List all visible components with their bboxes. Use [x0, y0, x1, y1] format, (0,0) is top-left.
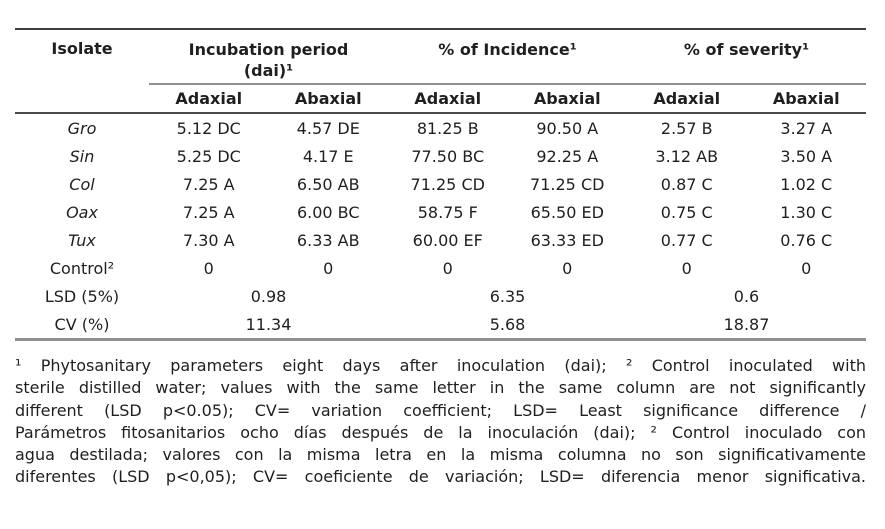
group-header-severity-label: % of severity¹ [683, 40, 810, 59]
cv-label: CV (%) [54, 314, 110, 334]
value-cell: 2.57 B [660, 118, 713, 138]
subheader-severity-abaxial: Abaxial [746, 84, 866, 114]
lsd-severity-value: 0.6 [733, 286, 760, 306]
table-row-tux: Tux 7.30 A 6.33 AB 60.00 EF 63.33 ED 0.7… [15, 226, 866, 254]
value-cell: 71.25 CD [410, 174, 485, 194]
lsd-incidence-value: 6.35 [489, 286, 526, 306]
value-cell: 71.25 CD [530, 174, 605, 194]
isolate-label: Sin [69, 146, 95, 166]
value-cell: 0.75 C [660, 202, 713, 222]
table-row-control: Control² 0 0 0 0 0 0 [15, 254, 866, 282]
value-cell: 0.77 C [660, 230, 713, 250]
subheader-incubation-abaxial: Abaxial [268, 84, 388, 114]
value-cell: 7.25 A [182, 202, 235, 222]
value-cell: 77.50 BC [411, 146, 485, 166]
value-cell: 6.50 AB [296, 174, 360, 194]
group-header-severity: % of severity¹ [627, 29, 866, 85]
value-cell: 92.25 A [536, 146, 599, 166]
value-cell: 0.87 C [660, 174, 713, 194]
cv-severity-value: 18.87 [723, 314, 770, 334]
value-cell: 65.50 ED [530, 202, 604, 222]
table-row-col: Col 7.25 A 6.50 AB 71.25 CD 71.25 CD 0.8… [15, 170, 866, 198]
subheader-incidence-adaxial: Adaxial [388, 84, 508, 114]
table-row-sin: Sin 5.25 DC 4.17 E 77.50 BC 92.25 A 3.12… [15, 142, 866, 170]
value-cell: 0 [562, 258, 573, 278]
subheader-row: Adaxial Abaxial Adaxial Abaxial Adaxial … [15, 84, 866, 114]
value-cell: 0.76 C [780, 230, 833, 250]
footnote-line: different (LSD p<0.05); CV= variation co… [15, 400, 866, 420]
value-cell: 7.30 A [182, 230, 235, 250]
table-row-lsd: LSD (5%) 0.98 6.35 0.6 [15, 282, 866, 310]
footnote-line: ¹ Phytosanitary parameters eight days af… [15, 356, 866, 375]
value-cell: 0 [801, 258, 812, 278]
subheader-incubation-adaxial: Adaxial [149, 84, 269, 114]
group-header-incubation-period: Incubation period (dai)¹ [149, 29, 388, 85]
isolate-label: Gro [67, 118, 97, 138]
value-cell: 60.00 EF [412, 230, 483, 250]
group-header-incidence-label: % of Incidence¹ [438, 40, 577, 59]
table-row-cv: CV (%) 11.34 5.68 18.87 [15, 310, 866, 340]
value-cell: 4.57 DE [296, 118, 360, 138]
value-cell: 0 [203, 258, 214, 278]
group-header-incubation-line1: Incubation period [188, 40, 349, 59]
value-cell: 81.25 B [416, 118, 479, 138]
group-header-incidence: % of Incidence¹ [388, 29, 627, 85]
value-cell: 3.27 A [780, 118, 833, 138]
lsd-incubation-value: 0.98 [250, 286, 287, 306]
table-row-gro: Gro 5.12 DC 4.57 DE 81.25 B 90.50 A 2.57… [15, 113, 866, 142]
value-cell: 1.02 C [780, 174, 833, 194]
isolate-label: Col [69, 174, 95, 194]
value-cell: 0 [681, 258, 692, 278]
control-label: Control² [49, 258, 115, 278]
footnote: ¹ Phytosanitary parameters eight days af… [15, 355, 866, 489]
subheader-incidence-abaxial: Abaxial [507, 84, 627, 114]
value-cell: 5.12 DC [176, 118, 241, 138]
footnote-line: Parámetros fitosanitarios ocho días desp… [15, 422, 866, 442]
phytosanitary-table: Isolate Incubation period (dai)¹ % of In… [15, 28, 866, 341]
group-header-incubation-line2: (dai)¹ [243, 61, 294, 80]
value-cell: 3.12 AB [655, 146, 719, 166]
value-cell: 6.00 BC [296, 202, 360, 222]
value-cell: 5.25 DC [176, 146, 241, 166]
value-cell: 0 [323, 258, 334, 278]
value-cell: 7.25 A [182, 174, 235, 194]
isolate-label: Oax [66, 202, 98, 222]
value-cell: 90.50 A [536, 118, 599, 138]
subheader-severity-adaxial: Adaxial [627, 84, 747, 114]
value-cell: 58.75 F [417, 202, 478, 222]
lsd-label: LSD (5%) [44, 286, 120, 306]
group-header-row: Isolate Incubation period (dai)¹ % of In… [15, 29, 866, 114]
value-cell: 1.30 C [780, 202, 833, 222]
table-row-oax: Oax 7.25 A 6.00 BC 58.75 F 65.50 ED 0.75… [15, 198, 866, 226]
value-cell: 4.17 E [302, 146, 354, 166]
footnote-line: agua destilada; valores con la misma let… [15, 445, 866, 465]
value-cell: 63.33 ED [530, 230, 604, 250]
isolate-label: Tux [68, 230, 96, 250]
value-cell: 3.50 A [780, 146, 833, 166]
isolate-column-header: Isolate [15, 29, 149, 114]
document-page: Isolate Incubation period (dai)¹ % of In… [0, 28, 885, 529]
cv-incidence-value: 5.68 [489, 314, 526, 334]
footnote-line: diferentes (LSD p<0,05); CV= coeficiente… [15, 467, 866, 487]
footnote-line: sterile distilled water; values with the… [15, 378, 866, 398]
cv-incubation-value: 11.34 [245, 314, 292, 334]
value-cell: 6.33 AB [296, 230, 360, 250]
value-cell: 0 [442, 258, 453, 278]
